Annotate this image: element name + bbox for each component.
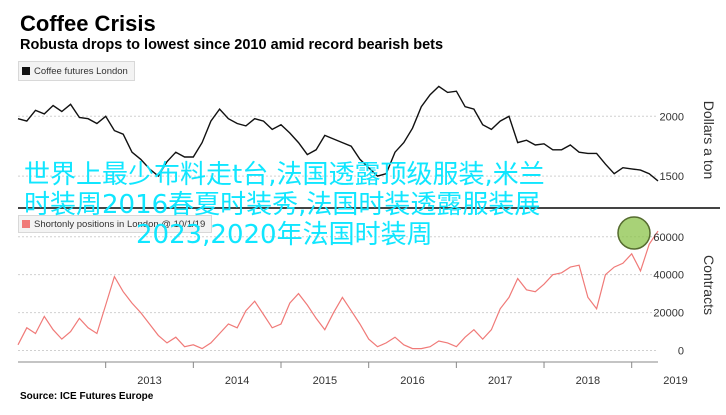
legend-label-positions: Shortonly positions in London @ 10/1/19: [34, 218, 206, 230]
source-note: Source: ICE Futures Europe: [20, 391, 154, 402]
positions-y-axis-label: Contracts: [701, 255, 717, 315]
price-tick-label-1500: 1500: [660, 171, 684, 183]
price-gridlines: [18, 115, 658, 177]
positions-tick-label-20000: 20000: [653, 308, 684, 320]
positions-tick-label-0: 0: [678, 346, 684, 358]
legend-short-positions: Shortonly positions in London @ 10/1/19: [18, 215, 213, 233]
chart-subtitle: Robusta drops to lowest since 2010 amid …: [20, 37, 444, 53]
x-tick-label-2015: 2015: [313, 375, 337, 387]
price-series-line: [17, 85, 659, 182]
legend-swatch-price: [22, 67, 30, 75]
positions-tick-label-60000: 60000: [653, 232, 684, 244]
chart-title: Coffee Crisis: [20, 11, 156, 36]
legend-coffee-futures: Coffee futures London: [18, 61, 135, 81]
positions-y-ticks: 0 20000 40000 60000: [653, 232, 684, 358]
x-tick-label-2016: 2016: [400, 375, 424, 387]
x-tick-label-2017: 2017: [488, 375, 512, 387]
price-y-axis-label: Dollars a ton: [701, 101, 717, 180]
positions-tick-label-40000: 40000: [653, 270, 684, 282]
positions-series-line: [17, 230, 659, 350]
highlight-circle: [617, 216, 651, 250]
price-y-ticks: 1500 2000: [660, 111, 684, 183]
legend-swatch-positions: [22, 220, 30, 228]
x-axis-ticks: 2013 2014 2015 2016 2017 2018 2019: [105, 362, 688, 387]
x-tick-label-2014: 2014: [225, 375, 249, 387]
x-tick-label-2013: 2013: [137, 375, 161, 387]
price-tick-label-2000: 2000: [660, 111, 684, 123]
legend-label-price: Coffee futures London: [34, 65, 128, 77]
positions-gridlines: [18, 236, 658, 352]
x-tick-label-2018: 2018: [576, 375, 600, 387]
x-tick-label-2019: 2019: [663, 375, 687, 387]
